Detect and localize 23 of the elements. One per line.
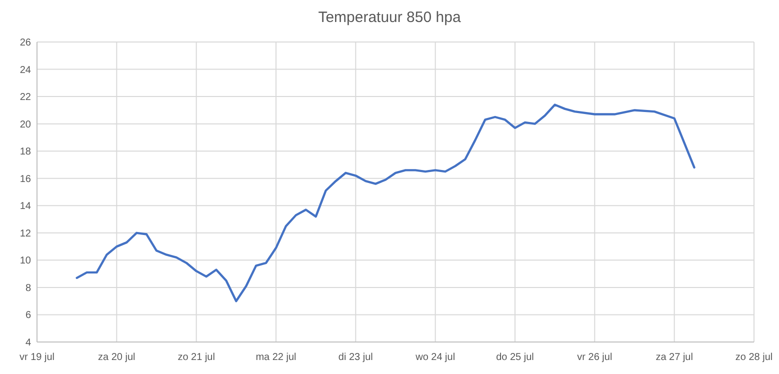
- x-tick-label: do 25 jul: [496, 352, 534, 363]
- y-tick-label: 6: [25, 310, 32, 322]
- y-tick-label: 14: [20, 201, 32, 212]
- x-tick-label: zo 28 jul: [735, 352, 773, 363]
- y-tick-label: 24: [20, 64, 32, 76]
- x-tick-label: za 27 jul: [656, 352, 693, 363]
- x-tick-label: vr 19 jul: [19, 352, 55, 363]
- y-tick-label: 8: [25, 282, 32, 294]
- y-tick-label: 12: [20, 228, 32, 240]
- x-tick-label: ma 22 jul: [256, 352, 296, 363]
- y-tick-label: 18: [20, 146, 32, 158]
- y-tick-label: 20: [20, 119, 32, 130]
- x-tick-label: za 20 jul: [98, 352, 136, 363]
- y-tick-label: 26: [20, 38, 32, 48]
- x-tick-label: vr 26 jul: [577, 352, 612, 363]
- y-tick-label: 16: [20, 174, 32, 185]
- x-tick-label: zo 21 jul: [178, 352, 215, 363]
- y-tick-label: 4: [25, 338, 32, 348]
- y-tick-label: 10: [20, 256, 32, 267]
- y-tick-label: 22: [20, 92, 32, 104]
- x-tick-label: wo 24 jul: [414, 352, 456, 363]
- chart-title: Temperatuur 850 hpa: [318, 9, 462, 26]
- x-tick-label: di 23 jul: [338, 352, 373, 363]
